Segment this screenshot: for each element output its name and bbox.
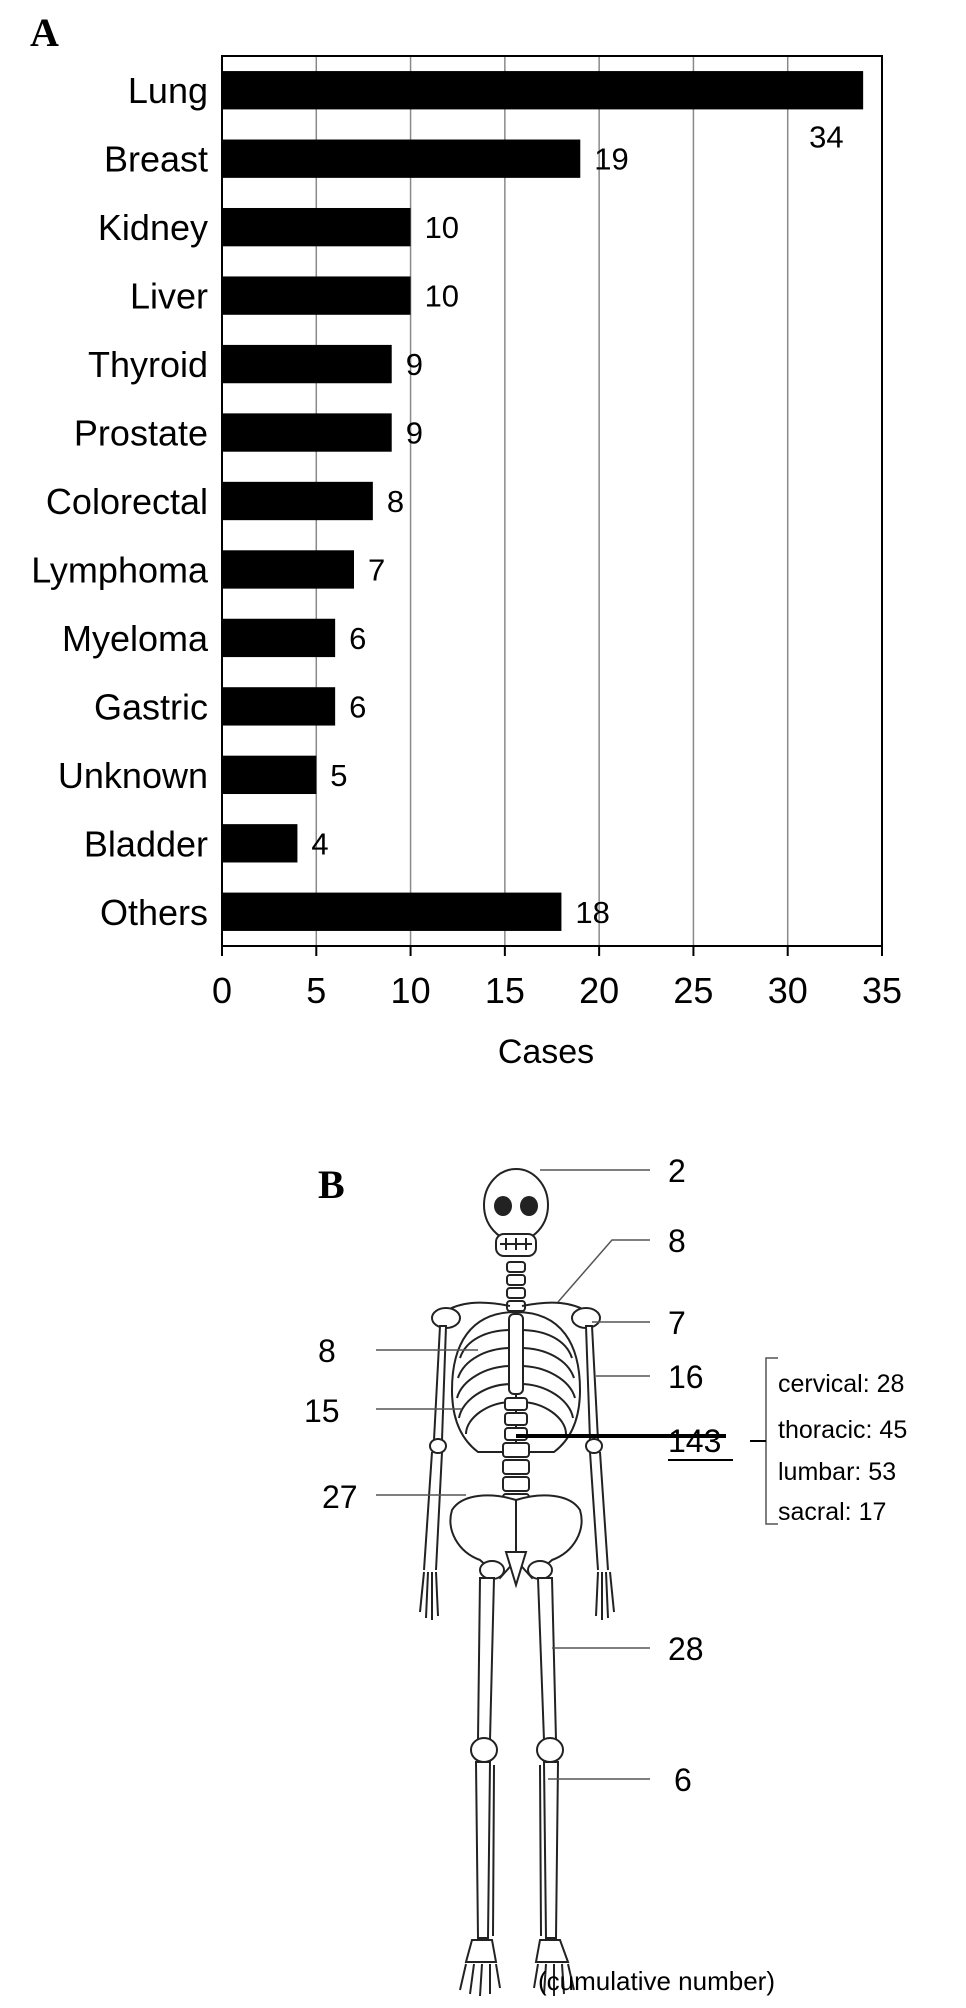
skeleton-illustration: [376, 1168, 778, 1997]
category-label-unknown: Unknown: [58, 755, 208, 796]
category-label-others: Others: [100, 892, 208, 933]
category-label-thyroid: Thyroid: [88, 344, 208, 385]
value-label-kidney: 10: [425, 210, 459, 245]
x-axis-title: Cases: [498, 1033, 594, 1071]
bar-myeloma: [222, 618, 336, 658]
category-label-gastric: Gastric: [94, 686, 208, 727]
spine-breakdown-lumbar: lumbar: 53: [778, 1458, 896, 1486]
value-label-thyroid: 9: [406, 347, 423, 382]
bar-prostate: [222, 413, 392, 452]
panel-a-letter: A: [30, 10, 59, 55]
x-tick-label: 25: [673, 970, 713, 1011]
x-tick-label: 15: [485, 970, 525, 1011]
site-scapula-count: 7: [668, 1305, 686, 1341]
bar-liver: [222, 276, 411, 315]
value-label-unknown: 5: [330, 758, 347, 793]
bar-lung: [222, 71, 864, 110]
x-tick-label: 35: [862, 970, 902, 1011]
spine-breakdown-cervical: cervical: 28: [778, 1370, 904, 1398]
site-spine-count: 143: [668, 1423, 721, 1459]
value-label-myeloma: 6: [349, 621, 366, 656]
value-label-gastric: 6: [349, 689, 366, 724]
x-tick-label: 0: [212, 970, 232, 1011]
site-pelvis-count: 27: [322, 1479, 358, 1515]
site-tibia-count: 6: [674, 1762, 692, 1798]
value-label-prostate: 9: [406, 416, 423, 451]
bar-others: [222, 892, 562, 931]
site-sternum-count: 8: [318, 1333, 336, 1369]
panel-b-letter: B: [318, 1162, 345, 1207]
site-femur-count: 28: [668, 1631, 704, 1667]
value-label-colorectal: 8: [387, 484, 404, 519]
bar-lymphoma: [222, 550, 354, 589]
bar-bladder: [222, 824, 298, 863]
category-label-lung: Lung: [128, 70, 208, 111]
category-label-kidney: Kidney: [98, 207, 208, 248]
value-label-others: 18: [575, 895, 609, 930]
site-humerus-count: 16: [668, 1359, 704, 1395]
category-label-breast: Breast: [104, 139, 208, 180]
chart-grid: [315, 56, 789, 946]
category-labels: Lung Breast Kidney Liver Thyroid Prostate Colo…: [31, 70, 209, 933]
spine-breakdown-thoracic: thoracic: 45: [778, 1416, 907, 1444]
category-label-lymphoma: Lymphoma: [31, 549, 209, 590]
bar-kidney: [222, 207, 411, 247]
bar-colorectal: [222, 481, 373, 521]
skeleton-site-labels: 2 8 7 8 16 15 143 27 28 6 cervical: 28 t…: [304, 1153, 907, 1996]
site-ribs-count: 15: [304, 1393, 340, 1429]
site-skull-count: 2: [668, 1153, 686, 1189]
bar-gastric: [222, 687, 336, 726]
category-label-liver: Liver: [130, 276, 208, 317]
category-label-bladder: Bladder: [84, 823, 208, 864]
x-tick-label: 30: [768, 970, 808, 1011]
x-tick-label: 20: [579, 970, 619, 1011]
value-label-lung: 34: [809, 119, 843, 154]
x-tick-label: 5: [306, 970, 326, 1011]
value-label-bladder: 4: [311, 826, 328, 861]
category-label-myeloma: Myeloma: [62, 618, 209, 659]
x-tick-label: 10: [391, 970, 431, 1011]
category-label-prostate: Prostate: [74, 413, 208, 454]
category-label-colorectal: Colorectal: [46, 481, 208, 522]
value-label-lymphoma: 7: [368, 552, 385, 587]
bar-unknown: [222, 755, 317, 795]
value-label-liver: 10: [425, 279, 459, 314]
x-axis-ticks: 0 5 10 15 20 25 30 35: [212, 946, 902, 1011]
site-clavicle-count: 8: [668, 1223, 686, 1259]
chart-bars: [222, 71, 864, 931]
bar-chart: Lung Breast Kidney Liver Thyroid Prostate Colo…: [31, 55, 902, 1071]
footnote: (cumulative number): [538, 1966, 775, 1996]
bar-breast: [222, 139, 581, 178]
spine-breakdown-sacral: sacral: 17: [778, 1498, 886, 1526]
value-label-breast: 19: [594, 142, 628, 177]
bar-thyroid: [222, 344, 392, 384]
